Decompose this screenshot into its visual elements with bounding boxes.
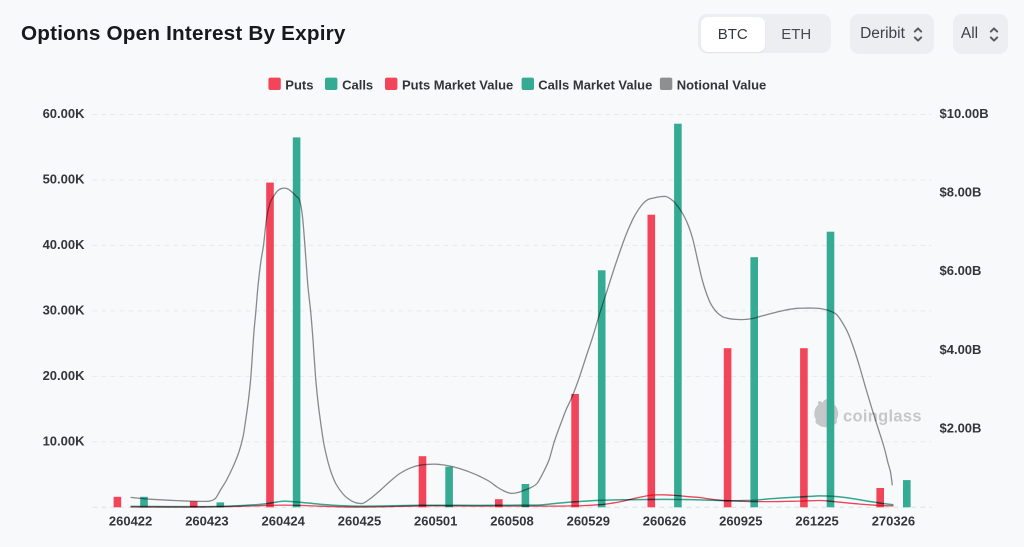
svg-text:260425: 260425 [338,514,381,529]
svg-text:260626: 260626 [643,514,686,529]
svg-text:50.00K: 50.00K [43,172,86,187]
svg-text:$4.00B: $4.00B [940,342,982,357]
svg-text:$10.00B: $10.00B [940,106,989,121]
svg-text:$6.00B: $6.00B [940,263,982,278]
svg-text:20.00K: 20.00K [43,368,86,383]
svg-text:$8.00B: $8.00B [940,185,982,200]
svg-text:Calls Market Value: Calls Market Value [538,77,652,92]
svg-text:260925: 260925 [719,514,762,529]
svg-text:40.00K: 40.00K [43,237,86,252]
svg-text:260529: 260529 [567,514,610,529]
svg-text:260424: 260424 [262,514,306,529]
svg-text:Puts Market Value: Puts Market Value [402,77,513,92]
svg-text:261225: 261225 [795,514,838,529]
svg-text:260508: 260508 [490,514,533,529]
svg-text:60.00K: 60.00K [43,106,86,121]
svg-text:270326: 270326 [872,514,915,529]
svg-text:30.00K: 30.00K [43,303,86,318]
svg-text:260423: 260423 [185,514,228,529]
svg-text:Notional Value: Notional Value [677,77,767,92]
svg-text:10.00K: 10.00K [43,433,86,448]
svg-text:Puts: Puts [285,77,313,92]
svg-text:Calls: Calls [342,77,373,92]
svg-text:$2.00B: $2.00B [940,420,982,435]
svg-text:coinglass: coinglass [843,408,922,426]
svg-text:260501: 260501 [414,514,457,529]
svg-text:260422: 260422 [109,514,152,529]
